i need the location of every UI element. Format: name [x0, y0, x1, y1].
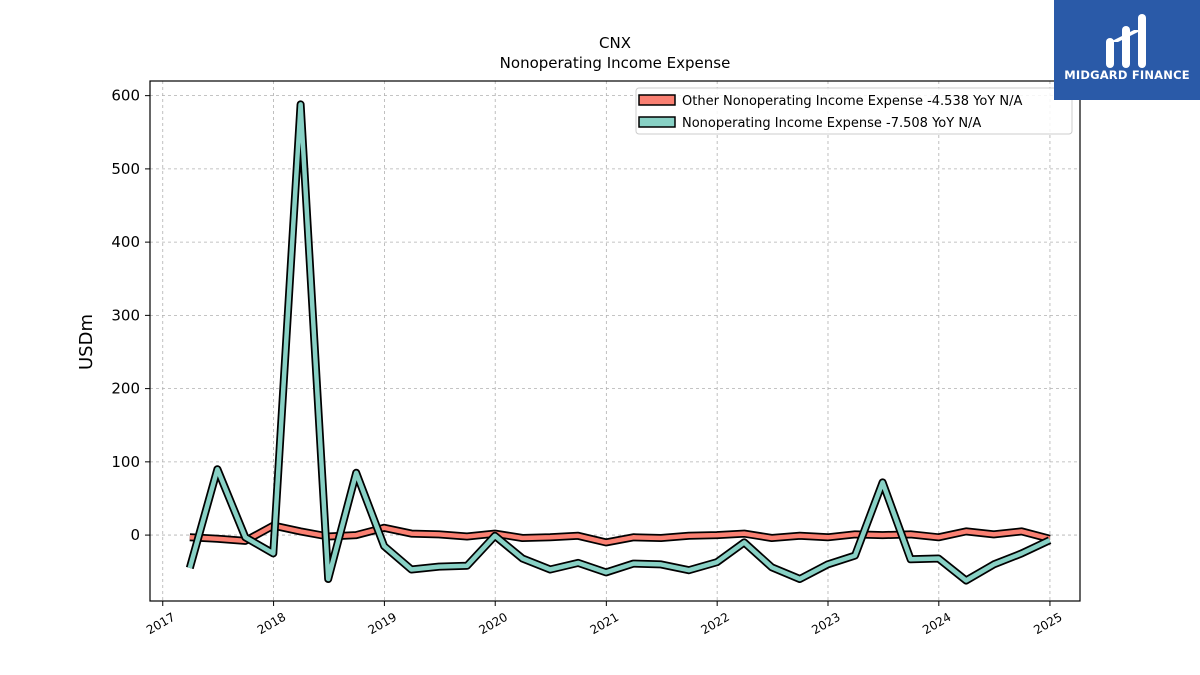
y-tick-label: 0 [130, 526, 140, 544]
x-tick-label: 2017 [144, 610, 177, 637]
y-tick-label: 600 [111, 87, 140, 105]
x-axis: 2017 2018 2019 2020 2021 2022 2023 2024 2025 [144, 601, 1065, 637]
x-tick-label: 2020 [476, 610, 509, 637]
series-outline [185, 100, 1052, 585]
x-tick-label: 2023 [809, 610, 842, 637]
chart-subtitle: Nonoperating Income Expense [500, 54, 731, 72]
legend-swatch [638, 116, 676, 128]
plot-frame [149, 80, 1081, 602]
legend-label: Other Nonoperating Income Expense -4.538… [682, 94, 1022, 109]
series-layer [185, 100, 1052, 585]
brand-logo: MIDGARD FINANCE [1054, 0, 1200, 100]
legend-box [635, 87, 1073, 135]
x-tick-label: 2021 [588, 610, 621, 637]
y-tick-label: 400 [111, 233, 140, 251]
x-tick-label: 2022 [698, 610, 731, 637]
brand-name: MIDGARD FINANCE [1064, 68, 1190, 82]
y-tick-label: 300 [111, 306, 140, 324]
legend-label: Nonoperating Income Expense -7.508 YoY N… [682, 116, 981, 131]
y-axis-label: USDm [76, 314, 97, 370]
y-axis: 0 100 200 300 400 500 600 [111, 87, 150, 544]
series-line [187, 102, 1051, 583]
series-line [189, 523, 1051, 545]
legend: Other Nonoperating Income Expense -4.538… [635, 87, 1073, 135]
chart-title: CNX [599, 34, 631, 52]
midgard-logo-icon [1106, 14, 1146, 68]
legend-swatch [638, 94, 676, 106]
x-tick-label: 2024 [920, 610, 953, 637]
x-tick-label: 2018 [255, 610, 288, 637]
y-tick-label: 500 [111, 160, 140, 178]
x-tick-label: 2019 [366, 610, 399, 637]
y-tick-label: 100 [111, 453, 140, 471]
x-tick-label: 2025 [1031, 610, 1064, 637]
y-tick-label: 200 [111, 380, 140, 398]
